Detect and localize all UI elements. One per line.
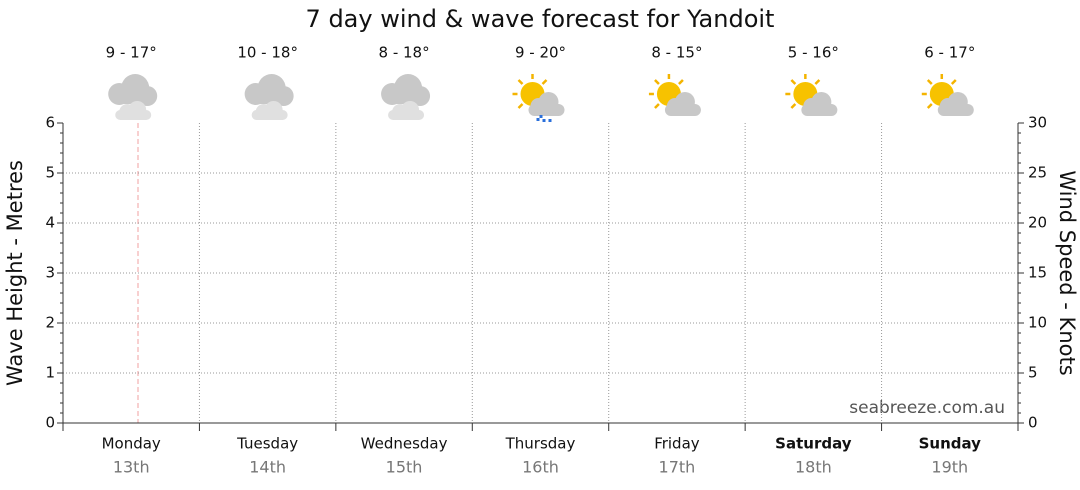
y-tick-label: 5 (45, 164, 55, 182)
y2-tick-label: 10 (1028, 314, 1047, 332)
date-label: 17th (659, 458, 696, 477)
watermark: seabreeze.com.au (849, 398, 1005, 418)
day-label: Friday (654, 435, 700, 453)
day-label: Monday (102, 435, 161, 453)
date-label: 16th (522, 458, 559, 477)
y2-tick-label: 5 (1028, 364, 1038, 382)
temperature: 8 - 15° (651, 44, 702, 62)
y-tick-label: 4 (45, 214, 55, 232)
weather-icon (647, 72, 703, 118)
y-tick-label: 3 (45, 264, 55, 282)
weather-icon (784, 72, 839, 118)
date-label: 14th (249, 458, 286, 477)
temperature: 9 - 20° (515, 44, 566, 62)
temperature: 5 - 16° (788, 44, 839, 62)
y-tick-label: 1 (45, 364, 55, 382)
temperature: 10 - 18° (237, 44, 298, 62)
temperature: 9 - 17° (106, 44, 157, 62)
date-label: 19th (931, 458, 968, 477)
y-tick-label: 2 (45, 314, 55, 332)
date-label: 13th (113, 458, 150, 477)
weather-icon (108, 74, 158, 120)
day-label: Thursday (505, 435, 576, 453)
weather-icon (381, 74, 431, 120)
weather-icon (244, 74, 294, 120)
date-label: 15th (386, 458, 423, 477)
day-label: Saturday (775, 435, 852, 453)
weather-icon (920, 72, 976, 118)
y-tick-label: 0 (45, 414, 55, 432)
y2-tick-label: 25 (1028, 164, 1047, 182)
y-axis-label: Wave Height - Metres (3, 160, 27, 386)
day-label: Tuesday (236, 435, 298, 453)
chart-title: 7 day wind & wave forecast for Yandoit (306, 5, 775, 33)
temperature: 6 - 17° (924, 44, 975, 62)
weather-icon (513, 74, 565, 122)
day-label: Sunday (919, 435, 982, 453)
y2-axis-label: Wind Speed - Knots (1055, 170, 1079, 375)
y2-tick-label: 30 (1028, 114, 1047, 132)
y2-tick-label: 0 (1028, 414, 1038, 432)
temperature: 8 - 18° (379, 44, 430, 62)
y2-tick-label: 20 (1028, 214, 1047, 232)
y2-tick-label: 15 (1028, 264, 1047, 282)
date-label: 18th (795, 458, 832, 477)
y-tick-label: 6 (45, 114, 55, 132)
day-label: Wednesday (361, 435, 448, 453)
